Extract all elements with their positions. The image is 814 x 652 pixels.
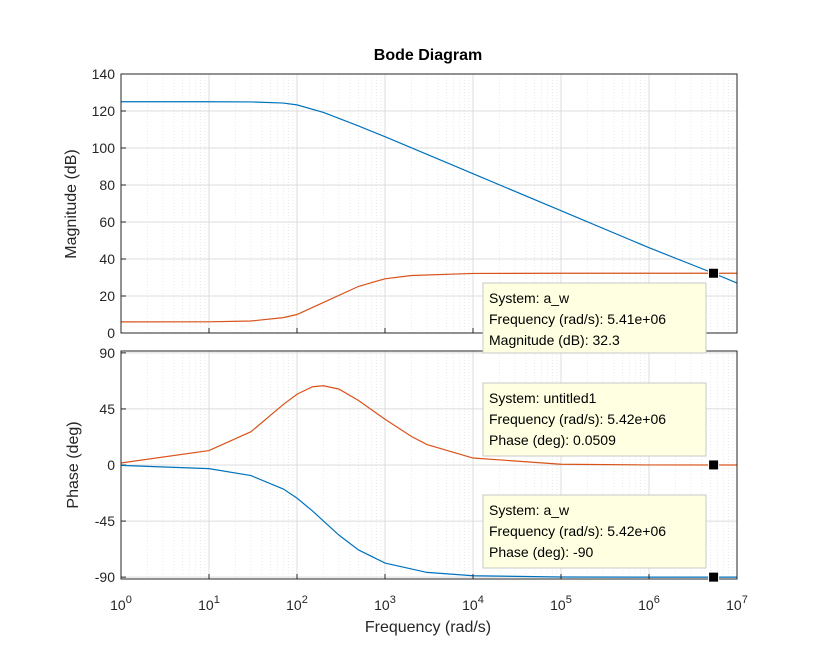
datatip-line: Magnitude (dB): 32.3 <box>489 332 620 348</box>
x-tick-label: 106 <box>638 594 660 613</box>
x-tick-label: 104 <box>462 594 484 613</box>
datatip-line: System: untitled1 <box>489 390 597 406</box>
magnitude-y-tick-label: 20 <box>99 288 115 304</box>
magnitude-y-tick-label: 60 <box>99 214 115 230</box>
phase-y-tick-label: 45 <box>99 401 115 417</box>
datatips: System: a_w Frequency (rad/s): 5.41e+06 Ma… <box>482 267 720 583</box>
phase-y-tick-label: -90 <box>95 569 115 585</box>
phase-series-2-line <box>120 385 738 466</box>
datatip-line: Frequency (rad/s): 5.41e+06 <box>489 311 666 327</box>
x-tick-label: 105 <box>550 594 572 613</box>
x-tick-label: 107 <box>726 594 748 613</box>
magnitude-y-tick-label: 0 <box>107 325 115 341</box>
magnitude-y-tick-label: 100 <box>92 140 116 156</box>
magnitude-y-tick-label: 140 <box>92 66 116 82</box>
datatip-box <box>482 382 707 457</box>
magnitude-series-1-line <box>121 101 738 284</box>
phase-axes-box <box>120 350 738 580</box>
magnitude-panel: 0 20 40 60 80 100 120 140 <box>92 66 738 341</box>
datatip-line: System: a_w <box>489 290 570 306</box>
datatip-line: Frequency (rad/s): 5.42e+06 <box>489 411 666 427</box>
phase-y-tick-label: -45 <box>95 513 115 529</box>
phase-y-axis-label: Phase (deg) <box>65 421 82 508</box>
datatip-line: Phase (deg): 0.0509 <box>489 432 616 448</box>
x-tick-label: 101 <box>198 594 220 613</box>
datatip-marker <box>708 459 720 471</box>
datatip-line: System: a_w <box>489 502 570 518</box>
x-tick-labels: 100 101 102 103 104 105 106 107 <box>110 594 748 613</box>
phase-series-1-line <box>120 464 737 578</box>
magnitude-series-2-line <box>120 272 737 323</box>
chart-title: Bode Diagram <box>374 47 482 64</box>
x-tick-label: 103 <box>374 594 396 613</box>
magnitude-axes-box <box>120 73 738 334</box>
datatip-marker <box>708 267 720 279</box>
x-tick-label: 100 <box>110 594 132 613</box>
phase-y-tick-label: 0 <box>107 457 115 473</box>
datatip-line: Phase (deg): -90 <box>489 544 593 560</box>
phase-y-tick-label: 90 <box>99 345 115 361</box>
magnitude-y-tick-label: 40 <box>99 251 115 267</box>
datatip-marker <box>708 571 720 583</box>
x-tick-label: 102 <box>286 594 308 613</box>
datatip-line: Frequency (rad/s): 5.42e+06 <box>489 523 666 539</box>
magnitude-y-axis-label: Magnitude (dB) <box>63 149 80 258</box>
magnitude-y-tick-label: 120 <box>92 103 116 119</box>
datatip-box <box>482 282 707 354</box>
magnitude-y-tick-label: 80 <box>99 177 115 193</box>
x-axis-label: Frequency (rad/s) <box>365 619 491 636</box>
datatip-box <box>482 494 707 569</box>
